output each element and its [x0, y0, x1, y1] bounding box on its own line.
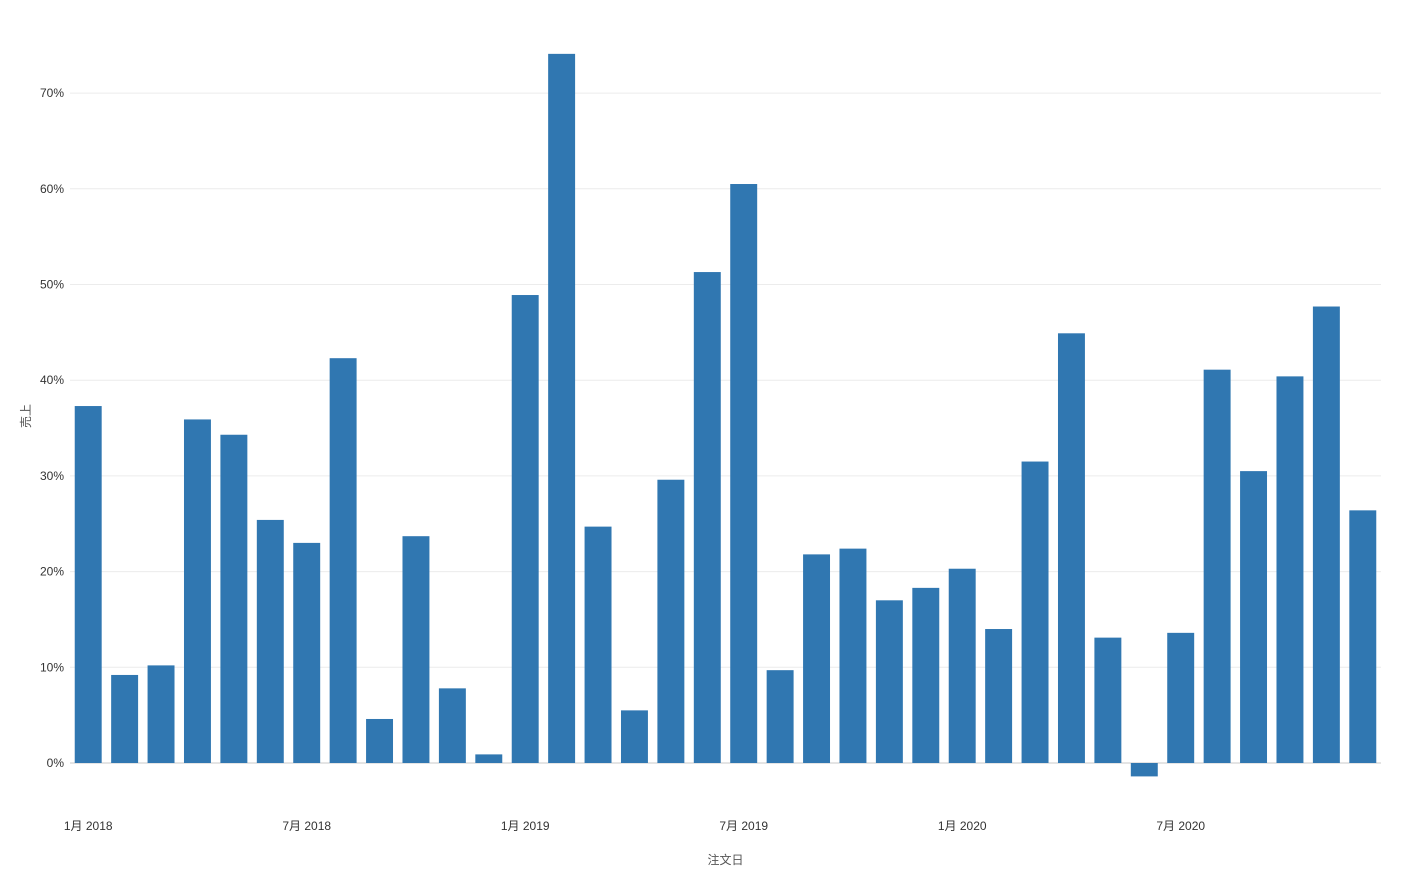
bar-2020-03[interactable] — [1021, 461, 1049, 763]
bar-2020-09[interactable] — [1240, 471, 1268, 763]
bar-2019-07[interactable] — [730, 184, 758, 763]
bar-2018-08[interactable] — [329, 358, 357, 763]
bar-2020-10[interactable] — [1276, 376, 1304, 763]
bar-2020-02[interactable] — [985, 629, 1013, 763]
bar-2020-01[interactable] — [948, 568, 976, 763]
bar-2020-12[interactable] — [1349, 510, 1377, 763]
bar-2019-06[interactable] — [693, 272, 721, 763]
bar-2018-03[interactable] — [147, 665, 175, 763]
bar-2019-11[interactable] — [875, 600, 903, 763]
bar-2020-11[interactable] — [1312, 306, 1340, 763]
y-tick-label: 60% — [40, 182, 64, 196]
bar-2019-04[interactable] — [620, 710, 648, 763]
bar-2020-04[interactable] — [1057, 333, 1085, 763]
bar-2019-02[interactable] — [548, 53, 576, 764]
y-tick-label: 30% — [40, 469, 64, 483]
x-tick-label: 7月 2019 — [719, 819, 768, 833]
bar-2019-12[interactable] — [912, 587, 940, 763]
bar-2018-09[interactable] — [366, 718, 394, 763]
bar-2019-08[interactable] — [766, 670, 794, 763]
bar-2018-05[interactable] — [220, 434, 248, 763]
bar-2020-05[interactable] — [1094, 637, 1122, 763]
bar-2020-08[interactable] — [1203, 369, 1231, 763]
x-tick-label: 1月 2019 — [501, 819, 550, 833]
y-axis-ticks: 0% 10% 20% 30% 40% 50% 60% 70% — [40, 86, 64, 770]
bar-2018-07[interactable] — [293, 542, 321, 763]
bar-2020-06[interactable] — [1130, 763, 1158, 777]
x-axis-title: 注文日 — [707, 852, 743, 867]
bar-2018-02[interactable] — [111, 674, 139, 763]
y-tick-label: 40% — [40, 373, 64, 387]
bar-2018-06[interactable] — [256, 519, 284, 763]
y-tick-label: 10% — [40, 660, 64, 674]
bar-2018-12[interactable] — [475, 754, 503, 763]
x-tick-label: 1月 2018 — [64, 819, 113, 833]
grid-lines — [70, 92, 1381, 764]
bars — [74, 53, 1377, 777]
bar-2020-07[interactable] — [1167, 632, 1195, 763]
bar-2018-10[interactable] — [402, 536, 430, 763]
x-axis-ticks: 1月 2018 7月 2018 1月 2019 7月 2019 1月 2020 7月 20… — [64, 819, 1206, 833]
bar-2018-11[interactable] — [438, 688, 466, 763]
x-tick-label: 7月 2020 — [1156, 819, 1205, 833]
y-tick-label: 50% — [40, 278, 64, 292]
bar-2019-01[interactable] — [511, 295, 539, 763]
bar-2018-04[interactable] — [183, 419, 211, 763]
y-tick-label: 70% — [40, 86, 64, 100]
y-tick-label: 0% — [47, 756, 65, 770]
bar-2019-05[interactable] — [657, 479, 685, 763]
bar-2019-09[interactable] — [803, 554, 831, 763]
bar-2018-01[interactable] — [74, 406, 102, 763]
y-tick-label: 20% — [40, 565, 64, 579]
y-axis-title: 売上 — [18, 404, 33, 428]
bar-2019-10[interactable] — [839, 548, 867, 763]
bar-2019-03[interactable] — [584, 526, 612, 763]
x-tick-label: 1月 2020 — [938, 819, 987, 833]
x-tick-label: 7月 2018 — [282, 819, 331, 833]
